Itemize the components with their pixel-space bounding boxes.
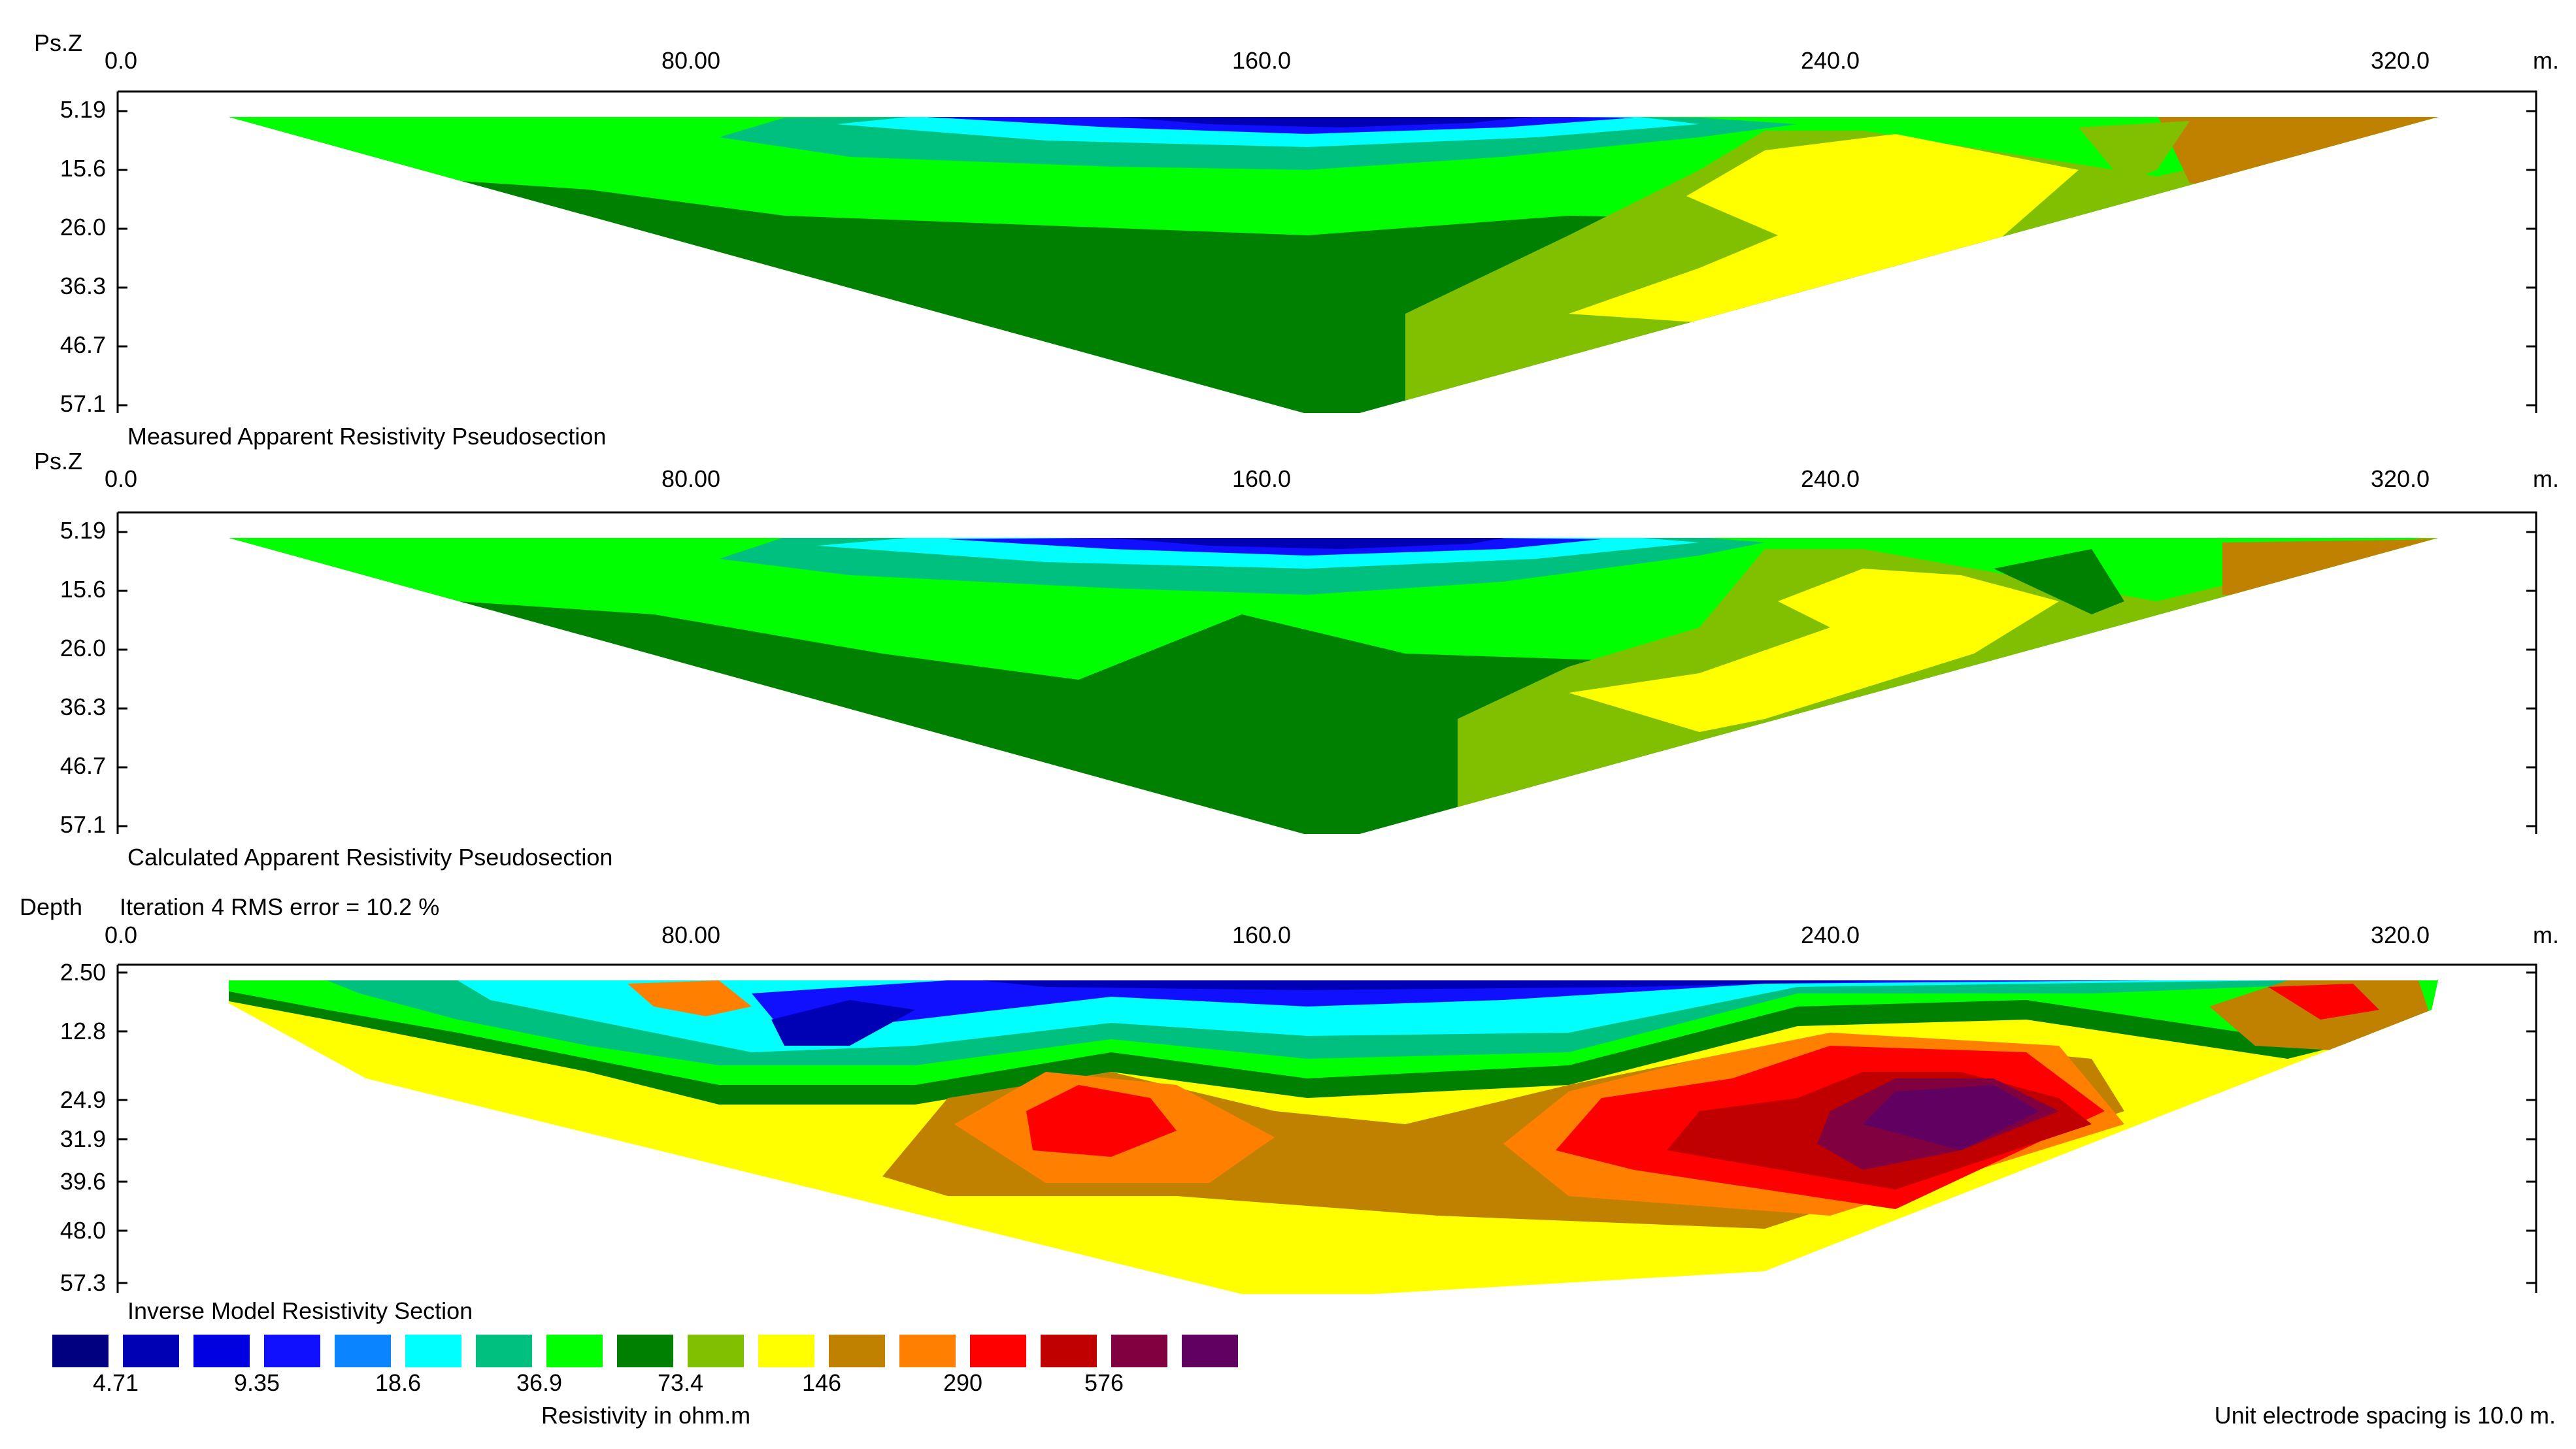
- y-tick-label: 5.19: [60, 517, 106, 544]
- y-tick-label: 12.8: [60, 1018, 106, 1044]
- y-tick-label: 48.0: [60, 1217, 106, 1244]
- inverse-frame: [116, 963, 2537, 1293]
- y-tick-label: 15.6: [60, 576, 106, 603]
- inverse-x-ticks: 0.0 80.00 160.0 240.0 320.0 m.: [105, 922, 2559, 948]
- x-tick-label: 0.0: [105, 47, 137, 74]
- measured-contour-fill: [229, 117, 2438, 413]
- legend-labels: 4.71 9.35 18.6 36.9 73.4 146 290 576: [93, 1369, 1124, 1396]
- calculated-axis-label: Ps.Z: [34, 448, 82, 475]
- y-tick-label: 46.7: [60, 331, 106, 358]
- x-tick-label: 320.0: [2371, 922, 2430, 948]
- x-unit-label: m.: [2533, 47, 2559, 74]
- legend-swatch: [1041, 1335, 1097, 1367]
- electrode-spacing-note: Unit electrode spacing is 10.0 m.: [2215, 1402, 2556, 1429]
- x-tick-label: 160.0: [1232, 47, 1291, 74]
- legend-swatch: [52, 1335, 109, 1367]
- x-tick-label: 240.0: [1801, 922, 1860, 948]
- inverse-caption: Inverse Model Resistivity Section: [127, 1297, 473, 1324]
- legend-value: 9.35: [234, 1369, 280, 1396]
- y-tick-label: 57.1: [60, 390, 106, 417]
- legend-swatch: [970, 1335, 1026, 1367]
- x-tick-label: 160.0: [1232, 465, 1291, 492]
- y-tick-label: 26.0: [60, 214, 106, 241]
- y-tick-label: 57.1: [60, 811, 106, 838]
- x-tick-label: 80.00: [661, 465, 720, 492]
- x-unit-label: m.: [2533, 465, 2559, 492]
- calculated-pseudosection-panel: Ps.Z 0.0 80.00 160.0 240.0 320.0 m. 5.19…: [34, 448, 2559, 871]
- measured-x-ticks: 0.0 80.00 160.0 240.0 320.0 m.: [105, 47, 2559, 74]
- y-tick-label: 5.19: [60, 96, 106, 123]
- inverse-y-ticks: 2.50 12.8 24.9 31.9 39.6 48.0 57.3: [60, 959, 106, 1296]
- x-tick-label: 240.0: [1801, 465, 1860, 492]
- legend-title: Resistivity in ohm.m: [541, 1402, 750, 1429]
- legend-swatch: [1182, 1335, 1238, 1367]
- calculated-tickmarks: [118, 531, 2536, 827]
- calculated-y-ticks: 5.19 15.6 26.0 36.3 46.7 57.1: [60, 517, 106, 838]
- y-tick-label: 15.6: [60, 155, 106, 182]
- legend-swatches: [52, 1335, 1238, 1367]
- inverse-tickmarks: [118, 971, 2536, 1284]
- x-tick-label: 80.00: [661, 922, 720, 948]
- y-tick-label: 26.0: [60, 635, 106, 661]
- legend-swatch: [123, 1335, 179, 1367]
- legend-value: 146: [802, 1369, 841, 1396]
- legend-swatch: [193, 1335, 250, 1367]
- measured-tickmarks: [118, 110, 2536, 407]
- y-tick-label: 39.6: [60, 1168, 106, 1195]
- legend-swatch: [617, 1335, 673, 1367]
- inverse-axis-label: Depth: [20, 893, 82, 920]
- y-tick-label: 2.50: [60, 959, 106, 986]
- legend-swatch: [476, 1335, 532, 1367]
- x-tick-label: 320.0: [2371, 465, 2430, 492]
- y-tick-label: 31.9: [60, 1125, 106, 1152]
- legend-value: 36.9: [516, 1369, 562, 1396]
- measured-axis-label: Ps.Z: [34, 29, 82, 56]
- legend-swatch: [899, 1335, 956, 1367]
- color-scale-legend: 4.71 9.35 18.6 36.9 73.4 146 290 576 Res…: [52, 1335, 1238, 1429]
- legend-swatch: [264, 1335, 320, 1367]
- y-tick-label: 24.9: [60, 1086, 106, 1113]
- x-tick-label: 240.0: [1801, 47, 1860, 74]
- inverse-model-panel: Depth Iteration 4 RMS error = 10.2 % 0.0…: [20, 893, 2559, 1324]
- x-unit-label: m.: [2533, 922, 2559, 948]
- measured-y-ticks: 5.19 15.6 26.0 36.3 46.7 57.1: [60, 96, 106, 417]
- legend-swatch: [688, 1335, 744, 1367]
- calculated-x-ticks: 0.0 80.00 160.0 240.0 320.0 m.: [105, 465, 2559, 492]
- legend-swatch: [829, 1335, 885, 1367]
- legend-value: 73.4: [658, 1369, 703, 1396]
- x-tick-label: 80.00: [661, 47, 720, 74]
- x-tick-label: 160.0: [1232, 922, 1291, 948]
- y-tick-label: 57.3: [60, 1269, 106, 1296]
- legend-swatch: [405, 1335, 461, 1367]
- legend-swatch: [1111, 1335, 1167, 1367]
- measured-frame: [116, 90, 2537, 413]
- legend-value: 576: [1084, 1369, 1124, 1396]
- legend-value: 4.71: [93, 1369, 139, 1396]
- legend-value: 290: [943, 1369, 982, 1396]
- iteration-status: Iteration 4 RMS error = 10.2 %: [120, 893, 439, 920]
- calculated-contour-fill: [229, 538, 2438, 834]
- x-tick-label: 0.0: [105, 922, 137, 948]
- legend-value: 18.6: [375, 1369, 421, 1396]
- legend-swatch: [335, 1335, 391, 1367]
- calculated-frame: [116, 511, 2537, 834]
- calculated-caption: Calculated Apparent Resistivity Pseudose…: [127, 844, 612, 871]
- legend-swatch: [758, 1335, 814, 1367]
- x-tick-label: 320.0: [2371, 47, 2430, 74]
- x-tick-label: 0.0: [105, 465, 137, 492]
- y-tick-label: 36.3: [60, 693, 106, 720]
- measured-caption: Measured Apparent Resistivity Pseudosect…: [127, 423, 606, 450]
- measured-pseudosection-panel: Ps.Z 0.0 80.00 160.0 240.0 320.0 m. 5.19…: [34, 29, 2559, 450]
- legend-swatch: [546, 1335, 603, 1367]
- inverse-contour-fill: [229, 980, 2438, 1294]
- y-tick-label: 46.7: [60, 752, 106, 779]
- y-tick-label: 36.3: [60, 273, 106, 299]
